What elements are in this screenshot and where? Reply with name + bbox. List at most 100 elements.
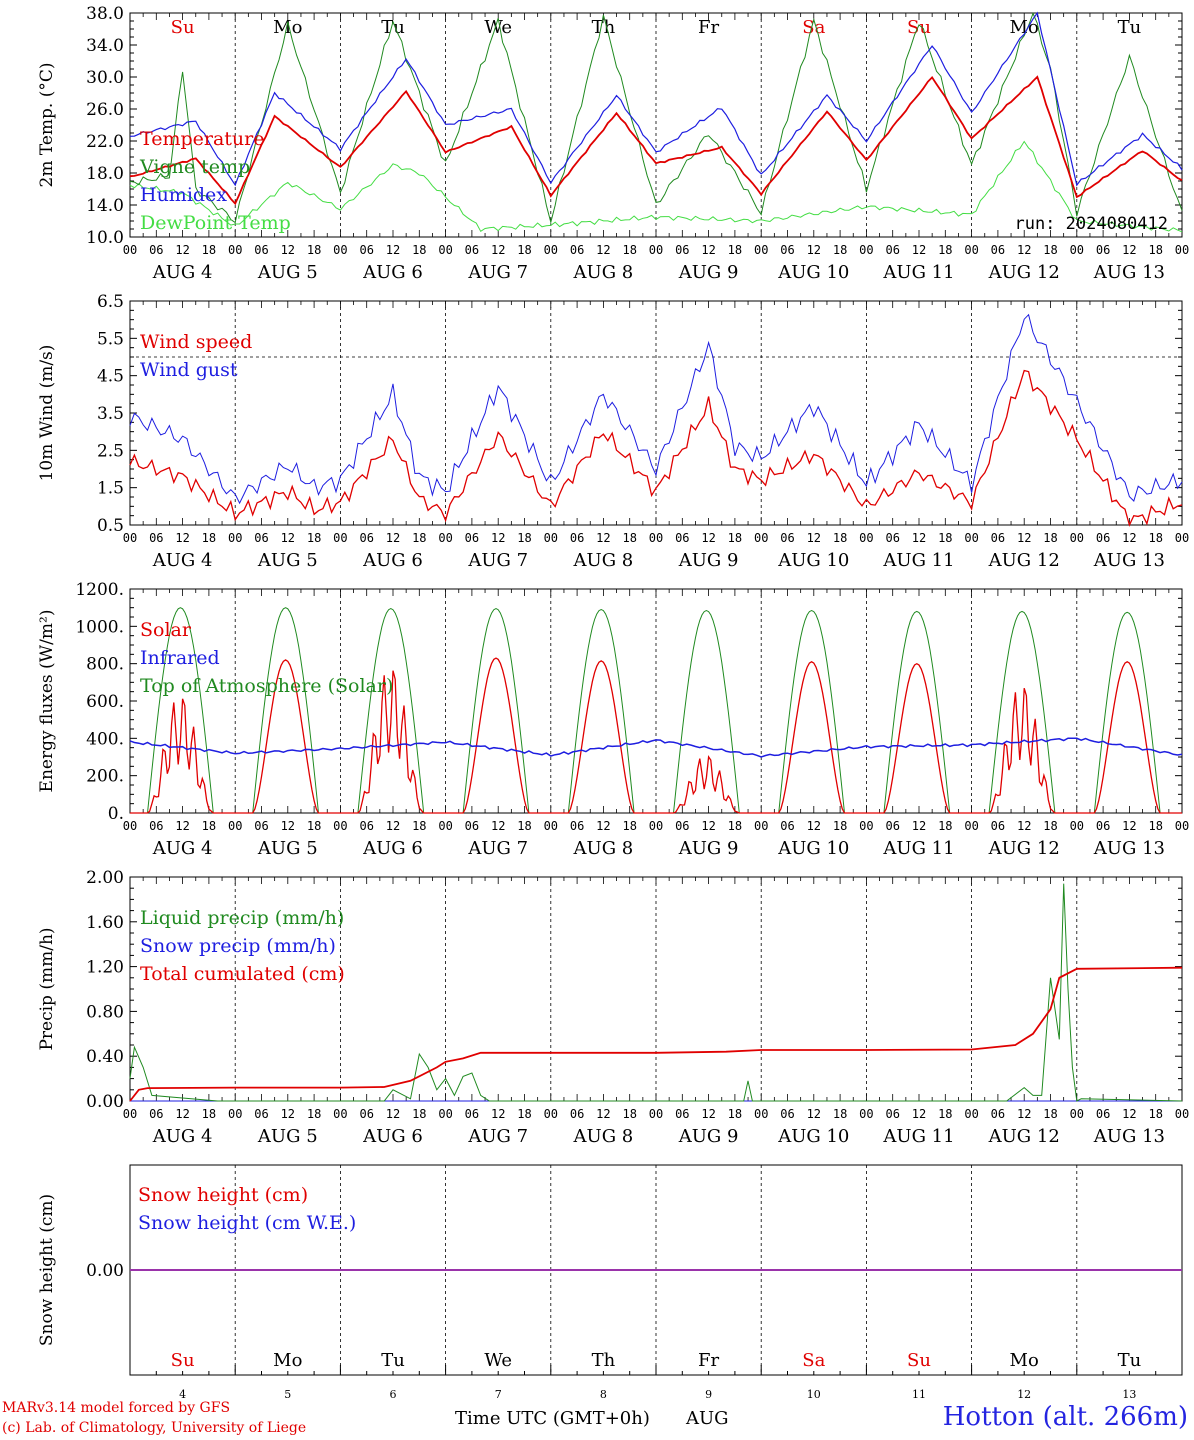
date-label: AUG 6 (362, 1126, 423, 1147)
hour-tick-label: 06 (1096, 819, 1110, 833)
day-number-label: 7 (495, 1388, 502, 1401)
hour-tick-label: 06 (465, 1107, 479, 1121)
hour-tick-label: 00 (859, 819, 873, 833)
date-label: AUG 7 (467, 262, 528, 283)
hour-tick-label: 06 (780, 819, 794, 833)
hour-tick-label: 06 (675, 531, 689, 545)
hour-tick-label: 06 (570, 243, 584, 257)
day-number-label: 10 (807, 1388, 821, 1401)
hour-tick-label: 18 (833, 531, 847, 545)
legend-entry: Solar (140, 619, 192, 641)
y-tick-label: 0.40 (86, 1047, 124, 1067)
hour-tick-label: 06 (991, 531, 1005, 545)
hour-tick-label: 06 (570, 1107, 584, 1121)
hour-tick-label: 12 (175, 819, 189, 833)
series-dewpoint (129, 140, 1183, 233)
hour-tick-label: 06 (675, 819, 689, 833)
y-axis-label: Energy fluxes (W/m²) (37, 610, 57, 793)
y-tick-label: 6.5 (97, 292, 124, 312)
panel-2: 00 06 12 18 00 06 12 18 00 06 12 18 00 06 12 18 00 06 12 18… (37, 292, 1189, 571)
hour-tick-label: 06 (465, 531, 479, 545)
hour-tick-label: 00 (228, 531, 242, 545)
hour-tick-label: 00 (438, 531, 452, 545)
y-tick-label: 34.0 (86, 36, 124, 56)
hour-tick-label: 00 (438, 819, 452, 833)
hour-tick-label: 00 (649, 1107, 663, 1121)
series-temperature (129, 75, 1183, 206)
weekday-label: Tu (1118, 1350, 1142, 1371)
date-label: AUG 8 (573, 550, 634, 571)
y-tick-label: 400. (86, 729, 124, 749)
date-label: AUG 7 (467, 1126, 528, 1147)
hour-tick-label: 00 (123, 819, 137, 833)
date-label: AUG 6 (362, 838, 423, 859)
series-humidex (129, 11, 1183, 187)
legend-entry: Total cumulated (cm) (140, 963, 345, 985)
legend-entry: Snow height (cm W.E.) (138, 1212, 356, 1234)
hour-tick-label: 12 (491, 243, 505, 257)
hour-tick-label: 00 (544, 243, 558, 257)
weekday-label: Mo (273, 1350, 302, 1371)
hour-tick-label: 06 (570, 819, 584, 833)
hour-tick-label: 18 (517, 1107, 531, 1121)
date-label: AUG 13 (1093, 550, 1165, 571)
hour-tick-label: 00 (333, 819, 347, 833)
hour-tick-label: 00 (228, 243, 242, 257)
day-number-label: 5 (284, 1388, 291, 1401)
hour-tick-label: 00 (438, 1107, 452, 1121)
legend-entry: DewPoint Temp (140, 212, 291, 234)
hour-tick-label: 12 (1122, 819, 1136, 833)
weekday-label: Mo (1010, 1350, 1039, 1371)
hour-tick-label: 12 (175, 1107, 189, 1121)
x-axis-label: Time UTC (GMT+0h) (455, 1408, 650, 1429)
hour-tick-label: 18 (517, 243, 531, 257)
weekday-label: We (484, 1350, 512, 1371)
series-infrared (129, 737, 1183, 758)
hour-tick-label: 12 (912, 531, 926, 545)
y-tick-label: 2.00 (86, 868, 124, 888)
hour-tick-label: 18 (307, 243, 321, 257)
date-label: AUG 13 (1093, 838, 1165, 859)
hour-tick-label: 12 (912, 243, 926, 257)
y-tick-label: 22.0 (86, 132, 124, 152)
hour-tick-label: 12 (281, 1107, 295, 1121)
hour-tick-label: 06 (359, 243, 373, 257)
date-label: AUG 6 (362, 262, 423, 283)
y-tick-label: 30.0 (86, 68, 124, 88)
date-label: AUG 4 (152, 262, 213, 283)
date-label: AUG 10 (777, 550, 849, 571)
hour-tick-label: 06 (675, 243, 689, 257)
y-tick-label: 38.0 (86, 4, 124, 24)
y-tick-label: 2.5 (97, 441, 124, 461)
weekday-label: Mo (273, 17, 302, 38)
date-label: AUG 9 (678, 262, 739, 283)
hour-tick-label: 12 (596, 819, 610, 833)
y-tick-label: 0.00 (86, 1261, 124, 1281)
legend-entry: Wind speed (140, 331, 252, 353)
hour-tick-label: 12 (1017, 531, 1031, 545)
date-label: AUG 11 (882, 1126, 954, 1147)
hour-tick-label: 00 (438, 243, 452, 257)
hour-tick-label: 18 (1043, 243, 1057, 257)
weekday-label: Su (171, 1350, 195, 1371)
date-label: AUG 12 (988, 550, 1060, 571)
series-liquid-precip (129, 883, 1183, 1102)
hour-tick-label: 18 (938, 1107, 952, 1121)
weekday-label: Su (907, 17, 931, 38)
date-label: AUG 9 (678, 838, 739, 859)
date-label: AUG 5 (257, 838, 318, 859)
hour-tick-label: 06 (149, 1107, 163, 1121)
hour-tick-label: 12 (491, 531, 505, 545)
weekday-label: Sa (802, 1350, 825, 1371)
hour-tick-label: 00 (123, 531, 137, 545)
hour-tick-label: 00 (123, 1107, 137, 1121)
hour-tick-label: 00 (1070, 819, 1084, 833)
hour-tick-label: 00 (754, 243, 768, 257)
date-label: AUG 7 (467, 550, 528, 571)
hour-tick-label: 06 (254, 531, 268, 545)
y-tick-label: 10.0 (86, 228, 124, 248)
hour-tick-label: 12 (1017, 819, 1031, 833)
hour-tick-label: 06 (885, 1107, 899, 1121)
hour-tick-label: 06 (885, 531, 899, 545)
weekday-label: Fr (698, 17, 719, 38)
